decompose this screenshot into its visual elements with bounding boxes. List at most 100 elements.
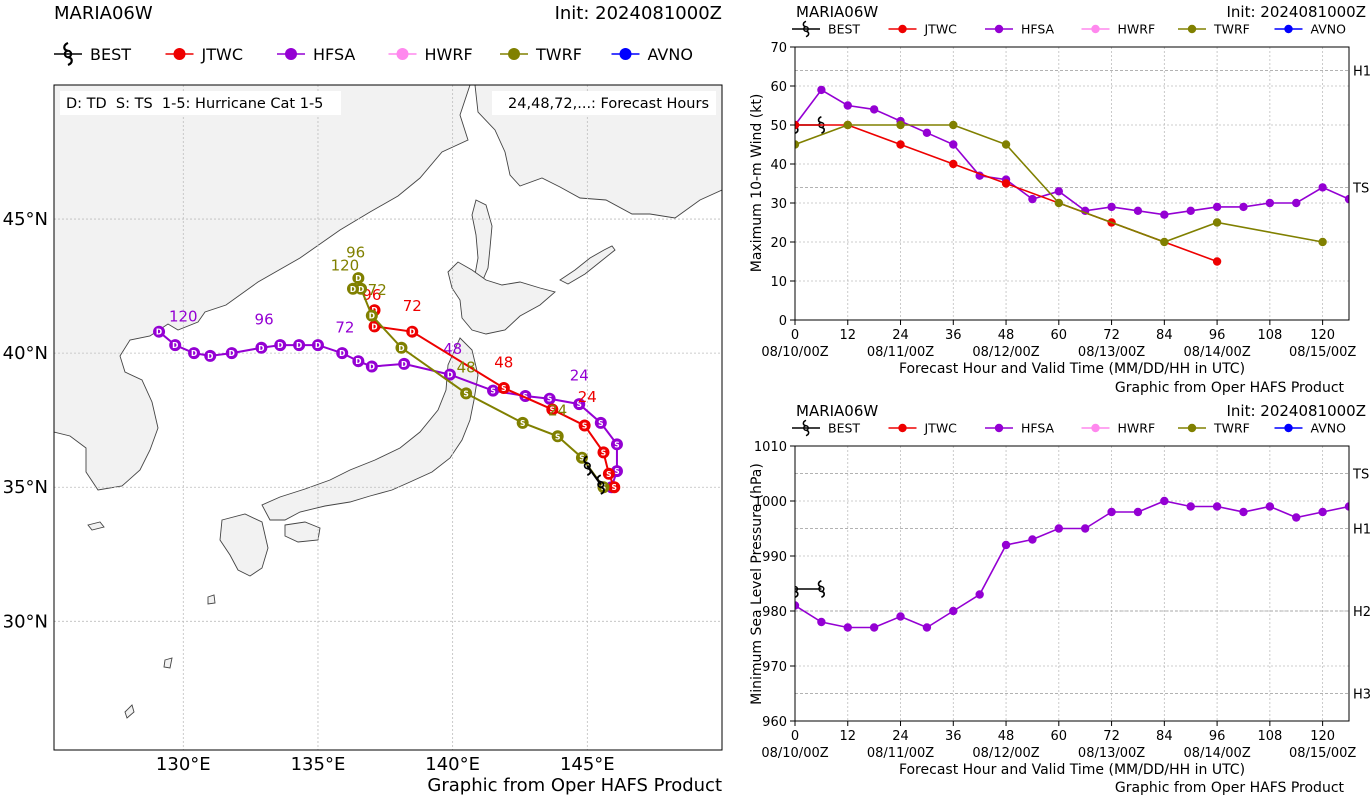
- legend-marker-avno: [1284, 423, 1293, 433]
- track-point-twrf: [395, 341, 408, 354]
- track-point-hfsa: [365, 360, 378, 373]
- track-point-hfsa: [274, 339, 287, 352]
- legend-label-avno: AVNO: [1311, 421, 1347, 436]
- track-point-twrf: [352, 272, 365, 285]
- series-point-twrf: [896, 120, 905, 130]
- track-point-category: S: [550, 405, 555, 414]
- x-tick-label: 36: [945, 729, 962, 744]
- plot-frame: [794, 445, 1350, 722]
- legend-label-best: BEST: [90, 45, 131, 64]
- x-tick-label: 108: [1257, 328, 1282, 343]
- pressure-footer: Graphic from Oper HAFS Product: [1115, 780, 1345, 796]
- map-hours-box: [492, 91, 716, 115]
- x-tick-label: 12: [839, 729, 856, 744]
- legend-marker-twrf: [1187, 423, 1197, 433]
- track-point-hfsa: [543, 392, 556, 405]
- series-point-twrf: [843, 120, 852, 130]
- track-point-category: D: [339, 349, 345, 358]
- y-tick-label: 60: [770, 80, 787, 95]
- series-point-hfsa: [922, 623, 932, 632]
- track-point-twrf: [365, 309, 378, 322]
- y-tick-label: 990: [762, 550, 787, 565]
- track-point-category: D: [315, 341, 321, 350]
- track-point-category: D: [355, 357, 361, 366]
- series-point-jtwc: [1212, 257, 1222, 266]
- x-tick-label: 60: [1051, 729, 1068, 744]
- pressure-xlabel: Forecast Hour and Valid Time (MM/DD/HH i…: [899, 762, 1245, 778]
- track-hour-label: 24: [570, 367, 589, 385]
- series-point-jtwc: [949, 159, 958, 169]
- map-key-box: [60, 91, 341, 115]
- series-point-hfsa: [949, 606, 958, 616]
- track-point-category: D: [447, 371, 453, 380]
- x-tick-label: 0: [791, 328, 799, 343]
- track-point-hfsa: [204, 349, 217, 362]
- wind-xlabel: Forecast Hour and Valid Time (MM/DD/HH i…: [899, 361, 1245, 377]
- x-tick-label: 48: [998, 729, 1015, 744]
- date-tick-label: 08/14/00Z: [1183, 746, 1250, 761]
- series-point-hfsa: [843, 623, 852, 632]
- series-point-hfsa: [1292, 513, 1301, 522]
- series-point-hfsa: [817, 617, 826, 627]
- series-point-hfsa: [1160, 210, 1169, 219]
- legend-marker-hfsa: [994, 24, 1004, 34]
- track-point-hfsa: [311, 339, 324, 352]
- x-tick-label: 24: [892, 328, 909, 343]
- map-y-tick-label: 40°N: [3, 343, 48, 364]
- series-point-hfsa: [1186, 206, 1195, 215]
- date-tick-label: 08/13/00Z: [1078, 345, 1145, 360]
- track-hour-label: 72: [403, 297, 422, 315]
- track-point-category: D: [156, 328, 162, 337]
- wind-plot-area: 0 12 24 36 48 60 72 84 96 108 120 0 10 20 30 40 50 60 70 08…: [761, 41, 1371, 360]
- series-point-hfsa: [1265, 502, 1275, 511]
- series-point-hfsa: [869, 623, 879, 632]
- legend-marker-jtwc: [898, 24, 907, 34]
- track-point-hfsa: [255, 341, 268, 354]
- y-tick-label: 70: [770, 41, 787, 56]
- track-hour-label: 120: [331, 257, 360, 275]
- series-point-twrf: [1160, 237, 1169, 247]
- series-point-hfsa: [1028, 535, 1037, 544]
- legend-marker-twrf: [1187, 24, 1197, 34]
- date-tick-label: 08/12/00Z: [972, 345, 1039, 360]
- track-point-hfsa: [573, 398, 586, 411]
- series-point-hfsa: [1001, 540, 1011, 550]
- series-point-jtwc: [1001, 179, 1011, 188]
- track-point-twrf: [460, 387, 473, 400]
- series-point-twrf: [1318, 237, 1327, 247]
- x-tick-label: 96: [1209, 328, 1226, 343]
- map-legend: BEST JTWC HFSA HWRF TWRF AVNO: [54, 41, 693, 67]
- wind-title: MARIA06W: [796, 3, 878, 21]
- legend-marker-jtwc: [173, 48, 186, 60]
- track-point-category: D: [398, 344, 404, 353]
- track-point-hfsa: [225, 347, 238, 360]
- track-point-category: D: [409, 328, 415, 337]
- x-tick-label: 96: [1209, 729, 1226, 744]
- track-point-category: S: [463, 389, 468, 398]
- series-point-hfsa: [1186, 502, 1195, 511]
- x-tick-label: 48: [998, 328, 1015, 343]
- x-tick-label: 72: [1103, 729, 1120, 744]
- legend-label-jtwc: JTWC: [201, 45, 243, 64]
- track-point-category: S: [606, 470, 611, 479]
- track-point-hfsa: [487, 384, 500, 397]
- pressure-init-label: Init: 2024081000Z: [1226, 402, 1366, 420]
- gridlines: [794, 445, 1349, 722]
- track-hour-label: 96: [362, 286, 381, 304]
- legend-label-twrf: TWRF: [535, 45, 582, 64]
- series-point-hfsa: [817, 85, 826, 95]
- legend-label-avno: AVNO: [648, 45, 693, 64]
- series-point-jtwc: [795, 120, 800, 130]
- legend-label-jtwc: JTWC: [924, 22, 958, 37]
- wind-ylabel: Maximum 10-m Wind (kt): [749, 94, 765, 273]
- wind-footer: Graphic from Oper HAFS Product: [1115, 380, 1345, 396]
- track-point-category: S: [547, 395, 552, 404]
- legend-label-hfsa: HFSA: [1021, 22, 1055, 37]
- map-x-tick-label: 135°E: [291, 754, 346, 775]
- series-point-hfsa: [1028, 194, 1037, 204]
- track-point-category: D: [358, 285, 364, 294]
- y-tick-label: 40: [770, 158, 787, 173]
- y-tick-label: 50: [770, 119, 787, 134]
- x-tick-label: 24: [892, 729, 909, 744]
- track-point-category: S: [601, 448, 606, 457]
